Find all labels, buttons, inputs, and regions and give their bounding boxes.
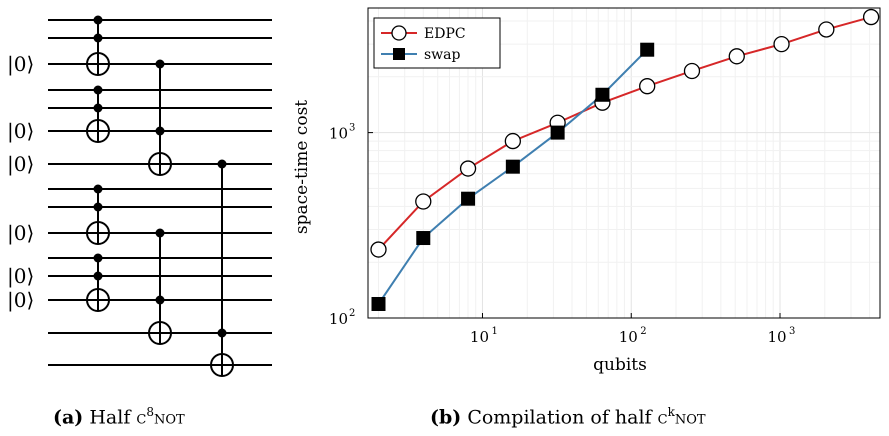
control-dot [217,328,227,338]
ket-label: |0⟩ [7,52,34,77]
legend-label: swap [424,47,461,63]
caption-a: (a) Half c8not [53,405,185,428]
control-dot [93,33,103,43]
ket-label: |0⟩ [7,221,34,246]
control-dot [155,59,165,69]
ket-labels: |0⟩|0⟩|0⟩|0⟩|0⟩|0⟩ [7,52,34,313]
legend-marker [391,25,407,41]
data-point [728,48,745,65]
data-point [640,42,655,57]
caption-a-gate: c [136,406,147,429]
data-point [639,78,656,95]
data-point [504,132,521,150]
caption-b-sup: k [667,405,675,419]
data-point [862,8,880,26]
data-point [818,21,835,38]
legend-label: EDPC [424,26,466,42]
caption-b-tag: (b) [430,406,462,429]
control-dot [93,103,103,113]
control-dot [93,184,103,194]
x-tick-label: 10 [619,328,638,346]
chart-legend: EDPC swap [373,17,501,69]
caption-a-sup: 8 [146,405,154,419]
circuit-gates [86,15,234,377]
x-tick-label: 10 [470,328,489,346]
caption-b-gate: c [657,406,668,429]
ket-label: |0⟩ [7,152,34,177]
data-point [415,193,432,210]
caption-a-text: Half [89,406,131,429]
ket-label: |0⟩ [7,264,34,289]
caption-b-gate-suffix: not [674,406,706,429]
data-point [505,159,520,174]
caption-b-text: Compilation of half [467,406,652,429]
x-tick-exponent: 3 [789,326,795,337]
ket-label: |0⟩ [7,119,34,144]
data-point [371,296,386,311]
data-point [459,160,477,177]
circuit-diagram: |0⟩|0⟩|0⟩|0⟩|0⟩|0⟩ [7,15,272,377]
x-tick-exponent: 1 [491,326,497,337]
control-dot [93,85,103,95]
x-tick-exponent: 2 [640,326,646,337]
control-dot [93,202,103,212]
plot-frame [367,7,881,319]
y-axis-label: space-time cost [292,100,312,234]
caption-a-tag: (a) [53,406,84,429]
control-dot [93,271,103,281]
y-tick-label: 10 [329,125,348,143]
data-point [416,231,431,246]
x-axis-label: qubits [593,355,647,375]
axis-ticks: 10 1 10 2 10 310 210 3 [329,123,795,346]
control-dot [155,295,165,305]
y-tick-label: 10 [329,310,348,328]
cost-chart: 10 1 10 2 10 310 210 3 qubits space-time cost E… [292,7,881,375]
data-point [461,191,476,206]
data-point [773,35,790,53]
caption-a-gate-suffix: not [154,406,185,429]
control-dot [217,159,227,169]
data-point [550,125,565,140]
caption-b: (b) Compilation of half cknot [430,405,706,428]
data-point [370,241,387,258]
control-dot [93,15,103,25]
x-tick-label: 10 [767,328,786,346]
y-tick-exponent: 3 [349,123,355,134]
control-dot [93,253,103,263]
chart-series-markers [370,8,880,311]
data-point [683,62,701,80]
control-dot [155,228,165,238]
data-point [595,87,610,102]
ket-label: |0⟩ [7,288,34,313]
control-dot [155,126,165,136]
legend-marker [393,48,405,60]
y-tick-exponent: 2 [349,308,355,319]
